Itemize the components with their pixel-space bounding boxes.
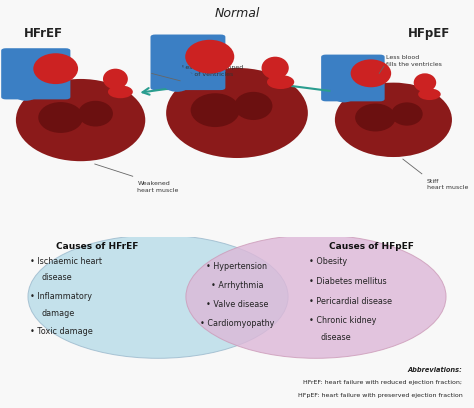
Text: HFpEF: HFpEF: [408, 27, 450, 40]
Ellipse shape: [330, 82, 357, 102]
Ellipse shape: [418, 89, 441, 100]
Text: HFrEF: heart failure with reduced ejection fraction;: HFrEF: heart failure with reduced ejecti…: [303, 380, 462, 385]
Ellipse shape: [191, 93, 240, 127]
Text: HFpEF: heart failure with preserved ejection fraction: HFpEF: heart failure with preserved ejec…: [298, 392, 462, 397]
Ellipse shape: [161, 67, 193, 92]
Text: • Chronic kidney: • Chronic kidney: [309, 316, 376, 325]
Ellipse shape: [103, 69, 128, 89]
Text: Stiff
heart muscle: Stiff heart muscle: [427, 179, 468, 190]
Text: Causes of HFpEF: Causes of HFpEF: [329, 242, 414, 251]
Ellipse shape: [414, 73, 436, 92]
Text: • Ischaemic heart: • Ischaemic heart: [30, 257, 102, 266]
Text: Normal: Normal: [214, 7, 260, 20]
Text: disease: disease: [42, 273, 73, 282]
Text: • Pericardial disease: • Pericardial disease: [309, 297, 392, 306]
Text: • Valve disease: • Valve disease: [206, 300, 268, 309]
Ellipse shape: [108, 85, 133, 98]
Text: Abbreviations:: Abbreviations:: [408, 367, 462, 373]
Text: • Arrhythmia: • Arrhythmia: [211, 281, 263, 290]
Text: • Diabetes mellitus: • Diabetes mellitus: [309, 277, 387, 286]
Ellipse shape: [335, 82, 452, 157]
Ellipse shape: [38, 102, 83, 133]
Ellipse shape: [186, 235, 446, 358]
Ellipse shape: [28, 235, 288, 358]
Text: • Cardiomyopathy: • Cardiomyopathy: [200, 319, 274, 328]
Text: damage: damage: [42, 308, 75, 317]
Ellipse shape: [33, 53, 78, 84]
Ellipse shape: [391, 102, 423, 126]
FancyBboxPatch shape: [1, 48, 70, 100]
Ellipse shape: [262, 57, 289, 79]
Ellipse shape: [267, 75, 294, 89]
Text: Less blood pumped
out of ventricles: Less blood pumped out of ventricles: [182, 65, 244, 77]
Text: • Obesity: • Obesity: [309, 257, 347, 266]
Text: disease: disease: [320, 333, 351, 341]
Text: • Toxic damage: • Toxic damage: [30, 328, 93, 337]
Ellipse shape: [166, 68, 308, 158]
Text: HFrEF: HFrEF: [24, 27, 63, 40]
Text: Less blood
fills the ventricles: Less blood fills the ventricles: [386, 55, 442, 67]
Text: Weakened
heart muscle: Weakened heart muscle: [137, 181, 179, 193]
Text: • Inflammatory: • Inflammatory: [30, 292, 92, 302]
Ellipse shape: [351, 59, 391, 87]
FancyBboxPatch shape: [321, 55, 385, 101]
Text: Causes of HFrEF: Causes of HFrEF: [56, 242, 139, 251]
FancyBboxPatch shape: [151, 35, 226, 90]
Ellipse shape: [234, 92, 273, 120]
Ellipse shape: [355, 104, 396, 131]
Text: • Hypertension: • Hypertension: [207, 262, 267, 271]
Ellipse shape: [185, 40, 234, 73]
Ellipse shape: [78, 101, 113, 126]
Ellipse shape: [16, 79, 146, 161]
Ellipse shape: [11, 78, 41, 101]
